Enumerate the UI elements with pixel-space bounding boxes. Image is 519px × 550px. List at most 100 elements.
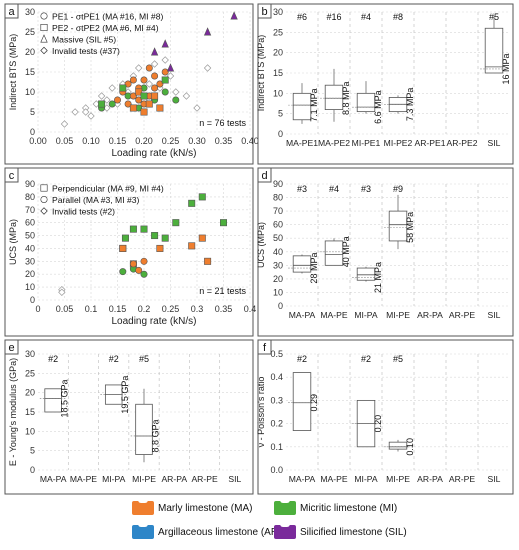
panel-a-frame (4, 3, 254, 165)
data-point (108, 100, 116, 108)
legend-argillaceous-label: Argillaceous limestone (AR) (158, 526, 282, 538)
y-tick-label: 20 (273, 274, 283, 284)
data-point (156, 244, 164, 252)
x-tick-label: 0.2 (138, 304, 151, 314)
box-ma-pe1: #6 7.1 MPa (288, 12, 319, 124)
category-label: MI-PA (354, 474, 378, 484)
panel-f-label: f (263, 342, 267, 354)
data-point (140, 270, 148, 278)
y-tick-label: 5 (30, 107, 35, 117)
x-tick-label: 0.05 (56, 136, 74, 146)
box-count-label: #5 (393, 354, 403, 364)
box-value-label: 0.10 (405, 438, 415, 456)
y-axis-label: ν - Poisson's ratio (256, 377, 266, 448)
box-value-label: 7.3 MPa (405, 88, 415, 122)
data-point (198, 193, 206, 201)
data-point (166, 72, 175, 80)
panel-c-tag (4, 167, 19, 183)
y-tick-label: 0.4 (270, 372, 283, 382)
y-tick-label: 10 (273, 287, 283, 297)
box-count-label: #5 (489, 12, 499, 22)
legend-entry: Invalid tests (#37) (40, 46, 120, 56)
y-tick-label: 30 (273, 260, 283, 270)
y-tick-label: 0.5 (270, 349, 283, 359)
argillaceous-swatch-icon (132, 523, 154, 539)
data-point (135, 96, 143, 104)
y-tick-label: 0 (30, 127, 35, 137)
legend-micritic: Micritic limestone (MI) (274, 499, 398, 515)
x-tick-label: 0.30 (188, 136, 206, 146)
category-label: MA-PA (40, 474, 67, 484)
scatter-points-c (58, 193, 228, 296)
y-tick-label: 0.1 (270, 442, 283, 452)
y-tick-label: 0 (278, 129, 283, 139)
category-label: AR-PA (417, 310, 443, 320)
legend-entry: Invalid tests (#2) (40, 207, 115, 217)
x-axis-label: Loading rate (kN/s) (111, 148, 196, 159)
scatter-points-a (60, 11, 238, 128)
box-ma-pa: #2 18.5 GPa (39, 354, 69, 417)
y-tick-label: 25 (273, 27, 283, 37)
y-tick-label: 20 (25, 388, 35, 398)
x-tick-label: 0.1 (85, 304, 98, 314)
box-mi-pa: #2 19.5 GPa (100, 354, 130, 414)
box-ma-pa: #2 0.29 (288, 354, 319, 431)
y-tick-label: 0.3 (270, 395, 283, 405)
data-point (140, 76, 148, 84)
box-mi-pe: #9 58 MPa (384, 184, 415, 250)
box-mi-pe2: #8 7.3 MPa (384, 12, 415, 121)
box-mi-pe1: #4 6.6 MPa (352, 12, 383, 124)
box-ma-pa: #3 28 MPa (288, 184, 319, 284)
data-point (150, 47, 159, 56)
y-tick-label: 30 (25, 7, 35, 17)
y-tick-label: 50 (273, 233, 283, 243)
panel-b-label: b (261, 6, 267, 18)
panel-b-frame (257, 3, 514, 165)
legend-entry-label: Invalid tests (#2) (52, 207, 115, 217)
box-value-label: 0.29 (309, 394, 319, 412)
category-label: MI-PE (386, 310, 410, 320)
legend-marly: Marly limestone (MA) (132, 499, 252, 515)
y-tick-label: 25 (25, 368, 35, 378)
data-point (161, 56, 169, 64)
data-point (145, 64, 153, 72)
data-point (60, 120, 69, 128)
x-tick-label: 0.25 (162, 136, 180, 146)
data-point (203, 64, 212, 72)
data-point (58, 288, 66, 296)
y-tick-label: 10 (25, 87, 35, 97)
x-tick-label: 0.25 (162, 304, 180, 314)
box-body (44, 388, 62, 413)
data-point (151, 232, 159, 240)
box-value-label: 8.8 MPa (341, 81, 351, 115)
data-point (129, 225, 137, 233)
x-tick-label: 0.40 (241, 136, 259, 146)
panel-e-label: e (8, 342, 14, 354)
x-tick-label: 0.15 (109, 136, 127, 146)
triangle-icon (40, 34, 48, 43)
square-icon (40, 23, 48, 31)
data-point (161, 39, 169, 48)
y-tick-label: 0.2 (270, 419, 283, 429)
legend-micritic-label: Micritic limestone (MI) (300, 502, 398, 514)
category-label: MI-PE (132, 474, 156, 484)
y-tick-label: 0 (30, 295, 35, 305)
panel-d-tag (257, 167, 272, 183)
panel-d-label: d (261, 170, 267, 182)
box-body (135, 403, 153, 455)
data-point (129, 104, 137, 112)
box-body (388, 441, 408, 450)
box-mi-pe: #5 0.10 (384, 354, 415, 456)
data-point (172, 219, 180, 227)
data-point (203, 27, 212, 36)
box-count-label: #8 (393, 12, 403, 22)
legend-entry-label: PE1 - σtPE1 (MA #16, MI #8) (52, 12, 163, 22)
box-value-label: 21 MPa (373, 262, 383, 293)
box-count-label: #3 (361, 184, 371, 194)
y-tick-label: 20 (273, 48, 283, 58)
box-value-label: 0.20 (373, 415, 383, 433)
box-body (324, 84, 344, 110)
y-tick-label: 60 (273, 220, 283, 230)
y-tick-label: 30 (273, 7, 283, 17)
